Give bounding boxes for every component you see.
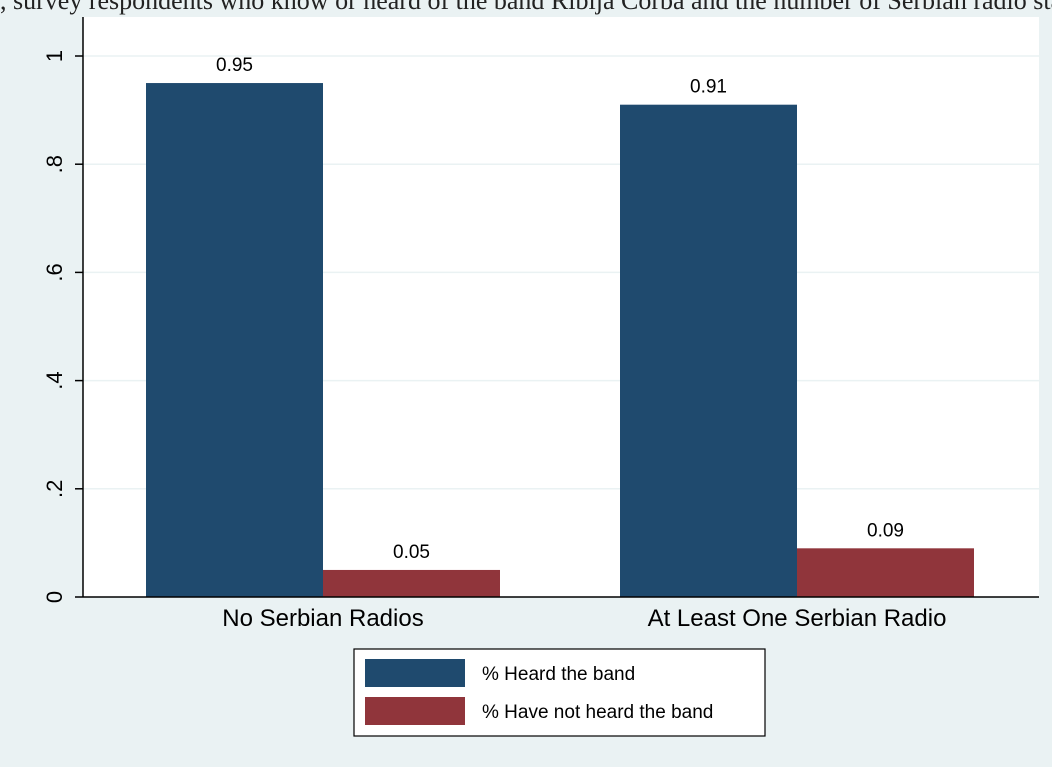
y-tick-label: .8	[42, 155, 67, 173]
legend-label: % Have not heard the band	[482, 702, 713, 723]
bar-value-label: 0.91	[690, 77, 727, 98]
legend: % Heard the band % Have not heard the ban…	[353, 648, 766, 737]
y-tick-label: 1	[42, 50, 67, 62]
y-tick-label: .2	[42, 480, 67, 498]
bar-value-label: 0.95	[216, 55, 253, 76]
x-tick-label: At Least One Serbian Radio	[648, 605, 947, 632]
x-axis-category-labels: No Serbian Radios At Least One Serbian Ra…	[222, 605, 946, 632]
bar	[323, 569, 500, 597]
bar-value-label: 0.09	[867, 520, 904, 541]
legend-swatch	[365, 659, 465, 687]
legend-label: % Heard the band	[482, 664, 635, 685]
bars	[146, 83, 974, 598]
bar	[146, 83, 323, 598]
legend-swatch	[365, 697, 465, 725]
bar	[797, 548, 974, 597]
bar	[620, 104, 797, 597]
x-tick-label: No Serbian Radios	[222, 605, 423, 632]
y-axis-ticks: 0 .2 .4 .6 .8 1	[42, 50, 83, 603]
y-tick-label: 0	[42, 591, 67, 603]
y-tick-label: .6	[42, 263, 67, 281]
caption-fragment: , survey respondents who know or heard o…	[0, 0, 1052, 15]
y-tick-label: .4	[42, 371, 67, 389]
bar-value-labels: 0.95 0.05 0.91 0.09	[216, 55, 904, 563]
bar-value-label: 0.05	[393, 542, 430, 563]
